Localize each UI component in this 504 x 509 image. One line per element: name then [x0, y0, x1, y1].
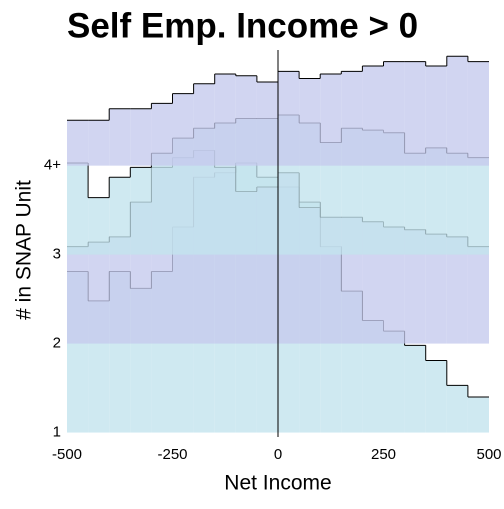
y-axis-label: # in SNAP Unit: [13, 180, 36, 320]
ridge-step: [278, 71, 300, 166]
ridge-step: [446, 153, 468, 255]
ridge-step: [425, 66, 447, 166]
ridge-step: [467, 396, 489, 433]
x-tick-label: -250: [157, 446, 187, 463]
ridge-step: [109, 236, 131, 344]
x-tick-label: 500: [476, 446, 501, 463]
x-axis-label: Net Income: [224, 472, 331, 495]
ridge-step: [404, 345, 426, 433]
ridge-step: [67, 120, 89, 166]
ridge-step: [130, 167, 152, 255]
ridge-step: [67, 162, 89, 255]
ridge-step: [467, 246, 489, 344]
chart-title: Self Emp. Income > 0: [67, 6, 418, 45]
ridge-step: [151, 153, 173, 255]
ridge-step: [404, 61, 426, 166]
ridge-step: [404, 229, 426, 344]
ridge-step: [446, 236, 468, 344]
y-tick-label: 4+: [44, 157, 61, 174]
ridge-step: [362, 320, 384, 433]
ridge-step: [362, 66, 384, 166]
ridge-step: [320, 74, 342, 166]
x-tick-label: -500: [52, 446, 82, 463]
ridge-step: [88, 242, 110, 344]
ridge-step: [151, 103, 173, 166]
ridge-step: [130, 108, 152, 166]
ridge-step: [172, 138, 194, 255]
ridge-step: [320, 142, 342, 255]
ridge-step: [383, 331, 405, 433]
ridge-step: [425, 360, 447, 433]
ridge-step: [88, 120, 110, 166]
ridge-step: [235, 75, 257, 166]
ridge-step: [383, 61, 405, 166]
ridge-step: [67, 246, 89, 344]
ridge-step: [467, 61, 489, 166]
x-tick-label: 0: [274, 446, 282, 463]
ridge-step: [446, 385, 468, 433]
ridge-step: [425, 147, 447, 255]
ridge-step: [446, 56, 468, 166]
ridge-step: [193, 83, 215, 166]
ridge-step: [109, 108, 131, 166]
ridge-step: [88, 197, 110, 255]
y-tick-label: 2: [53, 335, 61, 352]
ridge-step: [256, 82, 278, 166]
ridge-step: [299, 78, 321, 166]
ridge-step: [214, 74, 236, 166]
ridge-step: [425, 234, 447, 344]
ridge-step: [172, 93, 194, 166]
y-tick-label: 3: [53, 246, 61, 263]
ridge-step: [341, 71, 363, 166]
ridge-step: [383, 227, 405, 344]
ridge-step: [109, 177, 131, 255]
ridge-step: [404, 153, 426, 255]
y-tick-label: 1: [53, 424, 61, 441]
ridge-step: [467, 157, 489, 255]
x-tick-label: 250: [371, 446, 396, 463]
